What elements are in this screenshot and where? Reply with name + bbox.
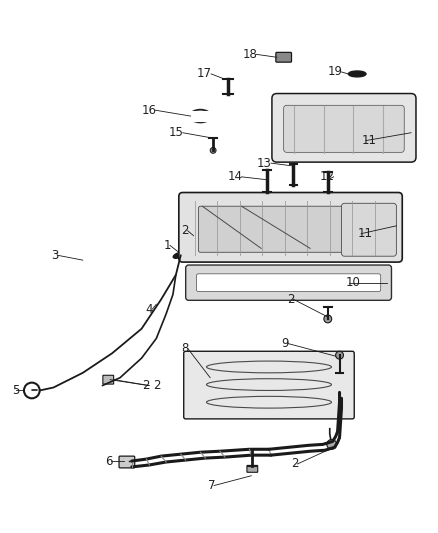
- Text: 10: 10: [346, 276, 360, 289]
- FancyBboxPatch shape: [342, 203, 396, 256]
- Ellipse shape: [195, 113, 205, 119]
- FancyBboxPatch shape: [247, 465, 258, 472]
- Text: 2: 2: [142, 379, 149, 392]
- Text: 3: 3: [51, 249, 58, 262]
- FancyBboxPatch shape: [186, 265, 392, 300]
- Text: 14: 14: [227, 171, 243, 183]
- Circle shape: [336, 351, 343, 359]
- FancyBboxPatch shape: [184, 351, 354, 419]
- Circle shape: [327, 440, 336, 449]
- FancyBboxPatch shape: [325, 385, 352, 393]
- Text: 7: 7: [208, 479, 215, 492]
- Ellipse shape: [173, 252, 184, 259]
- Text: 4: 4: [146, 303, 153, 316]
- Text: 2: 2: [153, 379, 161, 392]
- Text: 18: 18: [242, 48, 257, 61]
- FancyBboxPatch shape: [198, 206, 359, 252]
- Text: 12: 12: [320, 171, 335, 183]
- Text: 1: 1: [163, 239, 171, 252]
- FancyBboxPatch shape: [179, 192, 402, 262]
- Text: 17: 17: [197, 68, 212, 80]
- Text: 13: 13: [257, 157, 272, 169]
- FancyBboxPatch shape: [103, 375, 113, 384]
- Text: 6: 6: [105, 455, 112, 467]
- Circle shape: [210, 148, 216, 154]
- Text: 16: 16: [141, 104, 156, 117]
- FancyBboxPatch shape: [197, 274, 381, 292]
- Text: 5: 5: [12, 384, 20, 397]
- Text: 11: 11: [362, 134, 377, 147]
- Ellipse shape: [348, 71, 366, 77]
- Text: 2: 2: [287, 293, 294, 306]
- Text: 19: 19: [328, 66, 343, 78]
- Circle shape: [324, 315, 332, 323]
- FancyBboxPatch shape: [119, 456, 135, 468]
- Text: 9: 9: [281, 337, 289, 350]
- Text: 8: 8: [181, 342, 189, 355]
- Text: 2: 2: [181, 224, 189, 237]
- FancyBboxPatch shape: [272, 93, 416, 162]
- FancyBboxPatch shape: [284, 106, 404, 152]
- Text: 11: 11: [357, 227, 372, 240]
- Text: 15: 15: [169, 126, 184, 139]
- Text: 2: 2: [291, 457, 298, 471]
- FancyBboxPatch shape: [276, 52, 292, 62]
